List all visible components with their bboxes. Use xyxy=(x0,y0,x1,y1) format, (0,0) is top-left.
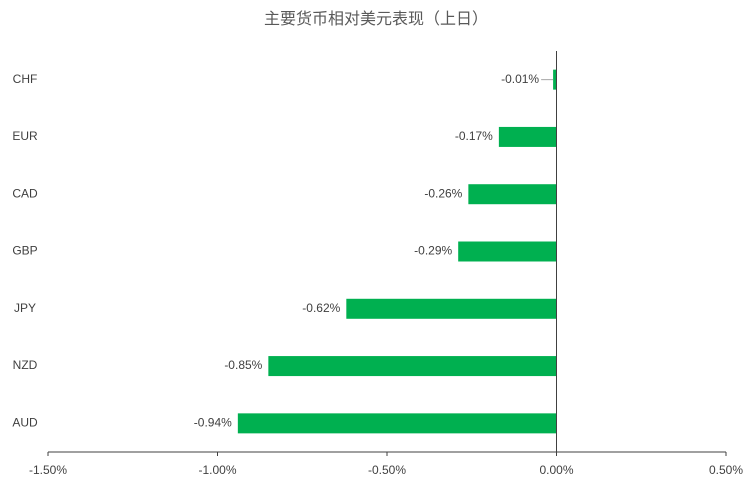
value-label: -0.26% xyxy=(424,186,462,200)
x-tick-label: -1.00% xyxy=(198,463,236,477)
y-tick-label: EUR xyxy=(12,129,38,143)
y-tick-label: JPY xyxy=(14,301,36,315)
value-label: -0.62% xyxy=(302,301,340,315)
x-tick-label: -0.50% xyxy=(368,463,406,477)
value-label: -0.17% xyxy=(455,129,493,143)
value-label: -0.29% xyxy=(414,244,452,258)
y-tick-label: GBP xyxy=(12,244,37,258)
x-tick-label: -1.50% xyxy=(29,463,67,477)
y-tick-label: NZD xyxy=(13,358,38,372)
y-tick-label: CHF xyxy=(13,72,38,86)
bar xyxy=(346,298,557,319)
x-tick-label: 0.50% xyxy=(709,463,743,477)
bar xyxy=(468,184,557,205)
bar xyxy=(268,356,557,377)
value-label: -0.01% xyxy=(501,72,539,86)
bar xyxy=(498,126,557,147)
y-tick-label: AUD xyxy=(12,416,38,430)
x-tick-label: 0.00% xyxy=(539,463,573,477)
bar xyxy=(553,69,557,90)
bar xyxy=(237,413,557,434)
bar xyxy=(458,241,557,262)
y-tick-label: CAD xyxy=(12,186,38,200)
value-label: -0.85% xyxy=(224,358,262,372)
chart-title: 主要货币相对美元表现（上日） xyxy=(264,10,488,28)
value-label: -0.94% xyxy=(194,416,232,430)
